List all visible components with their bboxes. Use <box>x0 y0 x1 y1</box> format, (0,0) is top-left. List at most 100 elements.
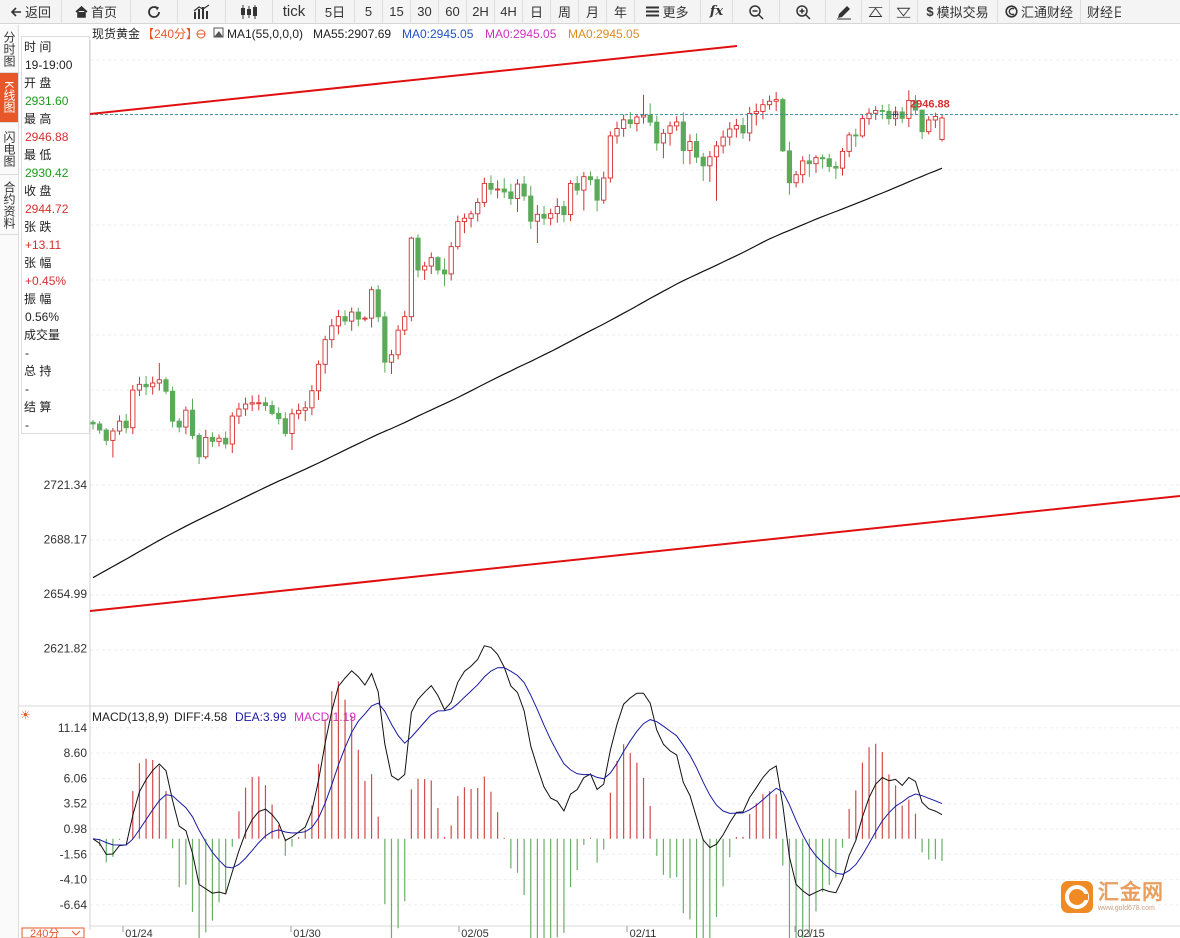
info-value: +13.11 <box>25 238 62 252</box>
info-label: 时 间 <box>24 40 52 54</box>
huitong-button[interactable]: 汇通财经 <box>998 0 1081 23</box>
candle-body <box>773 99 779 102</box>
candle-body <box>262 402 269 406</box>
candle-body <box>899 111 905 119</box>
tab-flash[interactable]: 闪电图 <box>0 123 18 175</box>
candle-body <box>581 176 587 191</box>
back-button[interactable]: 返回 <box>0 0 62 23</box>
period-label: 2H <box>472 4 489 19</box>
period-label: 4H <box>500 4 517 19</box>
period-2h[interactable]: 2H <box>467 0 495 23</box>
chart-type-button[interactable] <box>178 0 226 23</box>
candle-body <box>780 99 786 152</box>
candle-body <box>422 265 428 271</box>
candle-body <box>176 420 182 428</box>
candle-body <box>355 311 361 320</box>
simulate-trade-button[interactable]: $ 模拟交易 <box>918 0 998 23</box>
pencil-icon <box>836 5 851 19</box>
info-label: 开 盘 <box>24 76 52 90</box>
candle-body <box>282 418 288 434</box>
candle-body <box>448 246 454 275</box>
candle-body <box>607 135 613 179</box>
info-value: - <box>25 382 29 396</box>
home-icon <box>75 5 88 18</box>
refresh-icon <box>148 5 160 18</box>
candle-body <box>289 413 295 434</box>
candle-body <box>209 436 215 442</box>
candle-body <box>242 403 249 410</box>
chart-area[interactable]: 2621.82 2654.99 2688.17 2721.34 11.14 8.60 6.… <box>0 24 1180 938</box>
fx-icon: fx <box>709 4 724 19</box>
home-button[interactable]: 首页 <box>62 0 131 23</box>
candle-body <box>594 179 600 201</box>
period-month[interactable]: 月 <box>579 0 607 23</box>
period-30[interactable]: 30 <box>411 0 439 23</box>
candle-body <box>853 134 859 137</box>
macd-y-tick: -4.10 <box>60 873 88 887</box>
quote-info-panel: 时 间 19-19:00 开 盘 2931.60 最 高 2946.88 最 低 2930.4… <box>21 36 90 434</box>
draw-button[interactable] <box>826 0 862 23</box>
period-60[interactable]: 60 <box>439 0 467 23</box>
period-label: 月 <box>585 5 599 20</box>
zoom-out-button[interactable] <box>733 0 780 23</box>
down-triangle-button[interactable] <box>890 0 918 23</box>
candle-body <box>567 182 574 216</box>
candle-body <box>368 289 375 319</box>
period-label: 5 <box>364 4 373 19</box>
candle-body <box>156 379 162 384</box>
candle-body <box>687 141 693 151</box>
info-label: 最 高 <box>24 112 52 126</box>
period-5[interactable]: 5 <box>355 0 383 23</box>
candle-body <box>203 436 209 458</box>
info-value: 2930.42 <box>25 166 69 180</box>
candle-button[interactable] <box>226 0 273 23</box>
back-arrow-icon <box>10 6 21 17</box>
period-4h[interactable]: 4H <box>495 0 523 23</box>
tab-timeshare[interactable]: 分时图 <box>0 25 18 73</box>
candle-body <box>508 191 514 199</box>
legend-ma55: MA55:2907.69 <box>313 27 391 41</box>
candle-body <box>806 160 812 165</box>
tab-kline[interactable]: K线图 <box>0 73 18 123</box>
period-day[interactable]: 日 <box>523 0 551 23</box>
macd-legend-macd: MACD:1.19 <box>294 710 356 724</box>
candle-body <box>587 176 594 181</box>
period-year[interactable]: 年 <box>607 0 635 23</box>
candle-body <box>435 257 441 271</box>
tick-button[interactable]: tick <box>273 0 316 23</box>
tab-contract-info[interactable]: 合约资料 <box>0 175 18 235</box>
x-tick-label: 02/15 <box>797 928 825 938</box>
candle-body <box>621 119 627 129</box>
candle-body <box>601 177 607 201</box>
period-week[interactable]: 周 <box>551 0 579 23</box>
up-triangle-button[interactable] <box>862 0 890 23</box>
refresh-button[interactable] <box>131 0 178 23</box>
candle-body <box>136 383 143 391</box>
macd-y-tick: -6.64 <box>60 898 88 912</box>
candle-body <box>256 402 262 405</box>
legend-symbol: 现货黄金 <box>92 26 140 41</box>
period-label: 15 <box>389 4 404 19</box>
candle-body <box>680 121 686 151</box>
candle-body <box>846 134 852 152</box>
period-5day[interactable]: 5日 <box>316 0 355 23</box>
candle-body <box>349 311 355 322</box>
macd-y-tick: 8.60 <box>64 746 88 760</box>
candle-body <box>561 206 567 216</box>
info-label: 张 跌 <box>24 220 52 234</box>
more-button[interactable]: 更多 <box>635 0 701 23</box>
zoom-in-button[interactable] <box>780 0 826 23</box>
caijing-button[interactable]: 财经日 <box>1081 0 1121 23</box>
caijing-label: 财经日 <box>1087 5 1121 20</box>
macd-settings-icon: ☀ <box>20 708 31 722</box>
ma55-line <box>92 167 943 579</box>
candle-body <box>302 407 308 411</box>
candle-body <box>859 118 866 137</box>
info-label: 总 持 <box>24 364 52 378</box>
period-15[interactable]: 15 <box>383 0 411 23</box>
side-tab-bar: 分时图 K线图 闪电图 合约资料 <box>0 25 19 938</box>
candle-body <box>528 195 534 222</box>
formula-button[interactable]: fx <box>701 0 733 23</box>
dollar-icon: $ <box>926 4 934 19</box>
candle-body <box>342 316 348 322</box>
